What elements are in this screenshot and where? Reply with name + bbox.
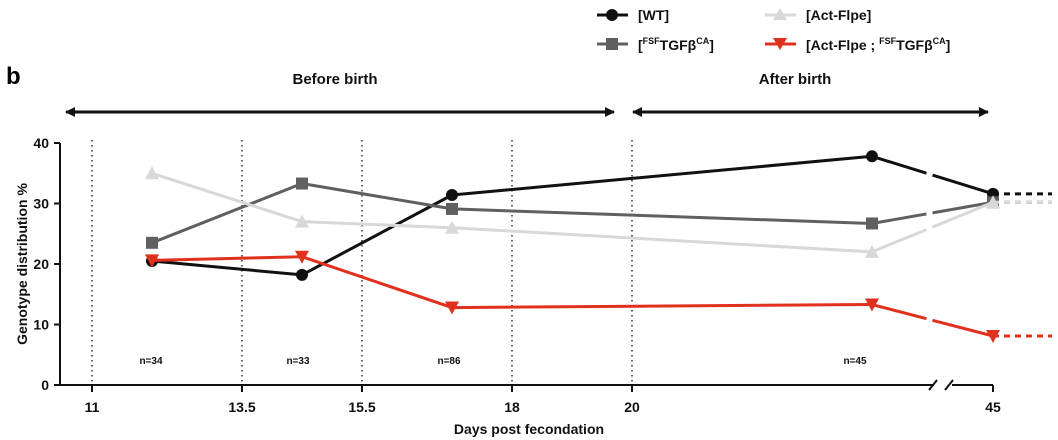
series-line-break-a <box>871 212 927 225</box>
legend-item-wt: [WT] <box>597 7 669 23</box>
data-point-triangle-down <box>145 254 159 268</box>
data-point-square <box>866 217 878 230</box>
series-layer <box>145 150 1052 343</box>
data-point-triangle-up <box>986 195 1000 209</box>
data-point-triangle-down <box>986 329 1000 343</box>
series-line-break-b <box>931 200 994 229</box>
y-ticks: 0 10 20 30 40 <box>33 135 60 393</box>
series-line <box>151 154 873 277</box>
data-point-circle <box>296 268 308 281</box>
series-line-break-a <box>871 154 927 175</box>
y-tick-label: 10 <box>33 317 49 333</box>
legend-label-double: [Act-Flpe ; FSFTGFβCA] <box>806 36 950 53</box>
data-point-square <box>446 202 458 215</box>
series-line-break-a <box>871 228 928 254</box>
x-ticks: 11 13.5 15.5 18 20 45 <box>85 385 1001 415</box>
panel-label: b <box>6 63 21 90</box>
data-point-triangle-up <box>865 244 879 258</box>
n-label-3: n=86 <box>437 356 461 367</box>
series-fsf <box>146 177 1052 249</box>
series-line <box>151 171 873 254</box>
x-tick-label: 15.5 <box>348 399 375 415</box>
series-act <box>145 166 1052 258</box>
y-axis-title: Genotype distribution % <box>14 183 30 345</box>
y-tick-label: 0 <box>41 377 49 393</box>
data-point-triangle-down <box>295 250 309 264</box>
n-label-4: n=45 <box>843 356 867 367</box>
axis-break-marks <box>928 379 954 391</box>
legend-label-act: [Act-Flpe] <box>806 7 871 23</box>
x-tick-label: 11 <box>85 399 100 415</box>
series-line <box>151 182 873 245</box>
data-point-triangle-up <box>145 166 159 180</box>
y-tick-label: 40 <box>33 135 49 151</box>
series-line-break-b <box>932 173 994 196</box>
legend-triangle-down-marker <box>773 38 787 50</box>
data-point-triangle-up <box>445 220 459 234</box>
legend-label-fsf: [FSFTGFβCA] <box>638 36 714 53</box>
series-line-break-b <box>932 200 994 215</box>
data-point-square <box>146 236 158 249</box>
series-wt <box>146 150 1052 281</box>
series-line-break-a <box>871 303 927 321</box>
legend-item-fsf: [FSFTGFβCA] <box>597 36 714 53</box>
x-tick-label: 45 <box>985 399 1001 415</box>
legend-square-marker <box>606 38 618 50</box>
data-point-triangle-up <box>295 214 309 228</box>
x-axis-title: Days post fecondation <box>454 421 604 437</box>
data-point-square <box>296 177 308 190</box>
data-point-triangle-down <box>865 298 879 312</box>
x-tick-label: 18 <box>504 399 520 415</box>
n-label-1: n=34 <box>139 356 163 367</box>
legend-circle-marker <box>606 9 618 21</box>
n-label-2: n=33 <box>286 356 310 367</box>
x-tick-label: 13.5 <box>228 399 255 415</box>
y-tick-label: 30 <box>33 196 49 212</box>
legend-label-wt: [WT] <box>638 7 669 23</box>
before-birth-label: Before birth <box>292 71 377 88</box>
legend: [WT] [Act-Flpe] [FSFTGFβCA] [Act-Flpe ; … <box>597 7 950 53</box>
legend-triangle-up-marker <box>773 8 787 20</box>
x-tick-label: 20 <box>624 399 640 415</box>
vertical-dotted-lines <box>91 140 633 385</box>
y-tick-label: 20 <box>33 256 49 272</box>
after-birth-label: After birth <box>759 71 832 88</box>
series-double <box>145 250 1052 343</box>
series-line-break-b <box>932 318 994 338</box>
series-line <box>151 255 873 310</box>
legend-item-double: [Act-Flpe ; FSFTGFβCA] <box>765 36 950 53</box>
data-point-circle <box>446 189 458 202</box>
legend-item-act: [Act-Flpe] <box>765 7 871 23</box>
data-point-triangle-down <box>445 301 459 315</box>
data-point-circle <box>866 150 878 163</box>
